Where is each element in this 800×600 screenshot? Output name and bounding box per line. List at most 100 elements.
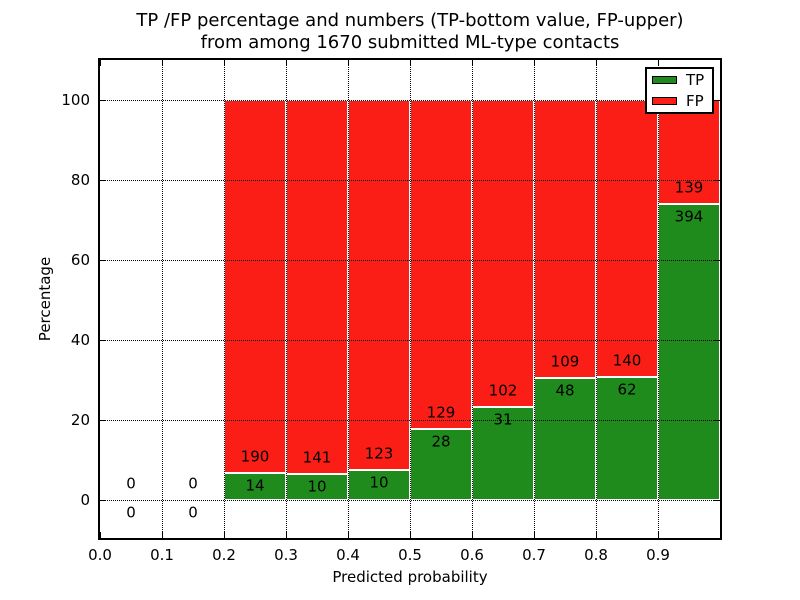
tp-count-label: 62 xyxy=(617,380,637,399)
fp-count-label: 140 xyxy=(612,351,642,370)
chart-title-line1: TP /FP percentage and numbers (TP-bottom… xyxy=(136,10,684,31)
x-axis-label: Predicted probability xyxy=(332,568,488,586)
y-axis-label: Percentage xyxy=(36,256,54,342)
x-tick-label: 0.7 xyxy=(522,546,546,564)
x-tick-mark xyxy=(224,532,225,538)
x-tick-mark xyxy=(596,532,597,538)
y-tick-label: 100 xyxy=(61,91,90,109)
x-tick-label: 0.4 xyxy=(336,546,360,564)
y-tick-label: 80 xyxy=(70,171,90,189)
tp-bar-segment xyxy=(534,377,596,500)
x-tick-label: 0.0 xyxy=(88,546,112,564)
fp-bar-segment xyxy=(224,100,286,473)
x-tick-mark xyxy=(534,532,535,538)
y-tick-label: 20 xyxy=(70,411,90,429)
fp-count-label: 190 xyxy=(240,447,270,466)
plot-area: 0 0 0 0 190 14 141 10 123 10 129 28 102 31 109 48 140 62 1… xyxy=(98,58,722,540)
fp-count-label: 141 xyxy=(302,448,332,466)
vertical-gridline xyxy=(596,60,597,538)
fp-bar-segment xyxy=(472,100,534,407)
fp-bar-segment xyxy=(348,100,410,470)
tp-count-label: 10 xyxy=(307,477,327,495)
fp-count-label: 129 xyxy=(426,403,456,422)
x-tick-mark-top xyxy=(658,60,659,66)
legend-label: FP xyxy=(686,91,704,110)
y-tick-mark-right xyxy=(714,340,720,341)
tp-count-label: 10 xyxy=(369,473,389,492)
tp-count-label: 48 xyxy=(555,381,575,400)
x-tick-label: 0.3 xyxy=(274,546,298,564)
tp-count-label: 31 xyxy=(493,410,513,429)
x-tick-mark xyxy=(286,532,287,538)
x-tick-mark-top xyxy=(348,60,349,66)
fp-count-label: 0 xyxy=(126,474,136,493)
vertical-gridline xyxy=(472,60,473,538)
tp-legend-swatch xyxy=(652,76,677,84)
fp-legend-swatch xyxy=(652,97,677,105)
vertical-gridline xyxy=(410,60,411,538)
vertical-gridline xyxy=(348,60,349,538)
vertical-gridline xyxy=(162,60,163,538)
x-tick-mark xyxy=(162,532,163,538)
fp-bar-segment xyxy=(596,100,658,378)
horizontal-gridline xyxy=(100,500,720,501)
x-tick-mark-top xyxy=(162,60,163,66)
tp-count-label: 28 xyxy=(431,432,451,451)
fp-count-label: 109 xyxy=(550,352,580,371)
y-tick-mark xyxy=(100,340,106,341)
fp-count-label: 0 xyxy=(188,474,198,493)
y-tick-mark xyxy=(100,180,106,181)
y-tick-mark xyxy=(100,260,106,261)
fp-count-label: 123 xyxy=(364,444,394,463)
y-tick-label: 0 xyxy=(80,491,90,509)
x-tick-label: 0.9 xyxy=(646,546,670,564)
y-tick-mark xyxy=(100,420,106,421)
x-tick-label: 0.2 xyxy=(212,546,236,564)
chart-title: TP /FP percentage and numbers (TP-bottom… xyxy=(100,10,720,54)
legend-label: TP xyxy=(686,70,705,89)
horizontal-gridline xyxy=(100,100,720,101)
fp-count-label: 102 xyxy=(488,381,518,400)
tp-count-label: 394 xyxy=(674,207,704,226)
horizontal-gridline xyxy=(100,180,720,181)
tp-bar-segment xyxy=(658,204,720,500)
x-tick-mark-top xyxy=(224,60,225,66)
x-tick-mark-top xyxy=(472,60,473,66)
x-tick-mark-top xyxy=(410,60,411,66)
vertical-gridline xyxy=(224,60,225,538)
y-tick-mark-right xyxy=(714,420,720,421)
y-tick-mark-right xyxy=(714,180,720,181)
chart-title-line2: from among 1670 submitted ML-type contac… xyxy=(200,32,620,53)
x-tick-mark-top xyxy=(534,60,535,66)
y-tick-label: 40 xyxy=(70,331,90,349)
fp-bar-segment xyxy=(410,100,472,429)
legend-row: TP xyxy=(652,71,707,89)
x-tick-label: 0.8 xyxy=(584,546,608,564)
fp-bar-segment xyxy=(534,100,596,378)
x-tick-mark xyxy=(472,532,473,538)
x-tick-mark xyxy=(348,532,349,538)
x-tick-label: 0.1 xyxy=(150,546,174,564)
x-tick-mark-top xyxy=(596,60,597,66)
x-tick-label: 0.5 xyxy=(398,546,422,564)
x-tick-mark-top xyxy=(100,60,101,66)
x-tick-mark xyxy=(410,532,411,538)
tp-count-label: 0 xyxy=(126,503,136,522)
horizontal-gridline xyxy=(100,260,720,261)
vertical-gridline xyxy=(658,60,659,538)
horizontal-gridline xyxy=(100,340,720,341)
x-tick-mark xyxy=(658,532,659,538)
y-tick-label: 60 xyxy=(70,251,90,269)
horizontal-gridline xyxy=(100,420,720,421)
tp-count-label: 14 xyxy=(245,476,265,495)
y-tick-mark-right xyxy=(714,500,720,501)
x-tick-mark xyxy=(100,532,101,538)
legend: TP FP xyxy=(645,67,714,114)
fp-bar-segment xyxy=(286,100,348,474)
y-tick-mark-right xyxy=(714,260,720,261)
x-tick-label: 0.6 xyxy=(460,546,484,564)
y-tick-mark xyxy=(100,500,106,501)
fp-count-label: 139 xyxy=(674,178,704,197)
y-tick-mark-right xyxy=(714,100,720,101)
